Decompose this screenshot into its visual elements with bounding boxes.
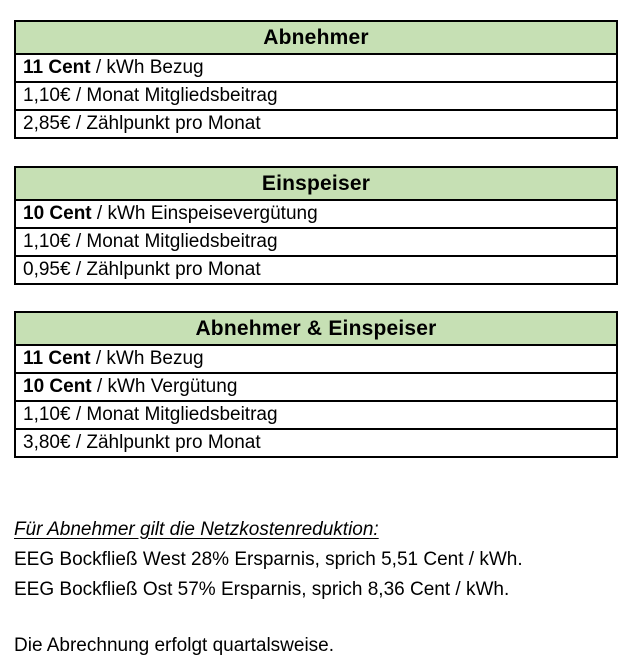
price-label: 1,10€ / Monat Mitgliedsbeitrag [23,231,278,252]
table-abnehmer: Abnehmer 11 Cent / kWh Bezug 1,10€ / Mon… [14,20,618,139]
table-title: Einspeiser [261,171,371,195]
table-row: 1,10€ / Monat Mitgliedsbeitrag [16,227,616,255]
notes-heading: Für Abnehmer gilt die Netzkostenreduktio… [14,519,379,540]
notes-section: Für Abnehmer gilt die Netzkostenreduktio… [14,515,632,661]
billing-note: Die Abrechnung erfolgt quartalsweise. [14,635,335,656]
table-einspeiser-header: Einspeiser [16,168,616,199]
price-label: 0,95€ / Zählpunkt pro Monat [23,259,261,280]
table-row: 11 Cent / kWh Bezug [16,53,616,81]
table-row: 2,85€ / Zählpunkt pro Monat [16,109,616,137]
price-value: 10 Cent [23,376,92,397]
price-label: 1,10€ / Monat Mitgliedsbeitrag [23,404,278,425]
table-title: Abnehmer & Einspeiser [195,316,437,340]
price-label: 3,80€ / Zählpunkt pro Monat [23,432,261,453]
price-label: 1,10€ / Monat Mitgliedsbeitrag [23,85,278,106]
table-abnehmer-und-einspeiser: Abnehmer & Einspeiser 11 Cent / kWh Bezu… [14,311,618,458]
price-value: 10 Cent [23,203,92,224]
table-title: Abnehmer [263,25,369,49]
price-value: 11 Cent [23,348,91,369]
table-row: 3,80€ / Zählpunkt pro Monat [16,428,616,456]
table-row: 1,10€ / Monat Mitgliedsbeitrag [16,400,616,428]
table-abnehmer-header: Abnehmer [16,22,616,53]
table-einspeiser: Einspeiser 10 Cent / kWh Einspeisevergüt… [14,166,618,285]
price-value: 11 Cent [23,57,91,78]
table-row: 1,10€ / Monat Mitgliedsbeitrag [16,81,616,109]
table-abnehmer-und-einspeiser-header: Abnehmer & Einspeiser [16,313,616,344]
price-label: / kWh Einspeisevergütung [91,203,318,224]
price-label: / kWh Bezug [90,57,204,78]
table-row: 0,95€ / Zählpunkt pro Monat [16,255,616,283]
note-line-west: EEG Bockfließ West 28% Ersparnis, sprich… [14,549,523,570]
table-row: 10 Cent / kWh Vergütung [16,372,616,400]
note-line-ost: EEG Bockfließ Ost 57% Ersparnis, sprich … [14,579,510,600]
price-label: 2,85€ / Zählpunkt pro Monat [23,113,261,134]
table-row: 11 Cent / kWh Bezug [16,344,616,372]
price-label: / kWh Vergütung [91,376,238,397]
table-row: 10 Cent / kWh Einspeisevergütung [16,199,616,227]
price-label: / kWh Bezug [90,348,204,369]
